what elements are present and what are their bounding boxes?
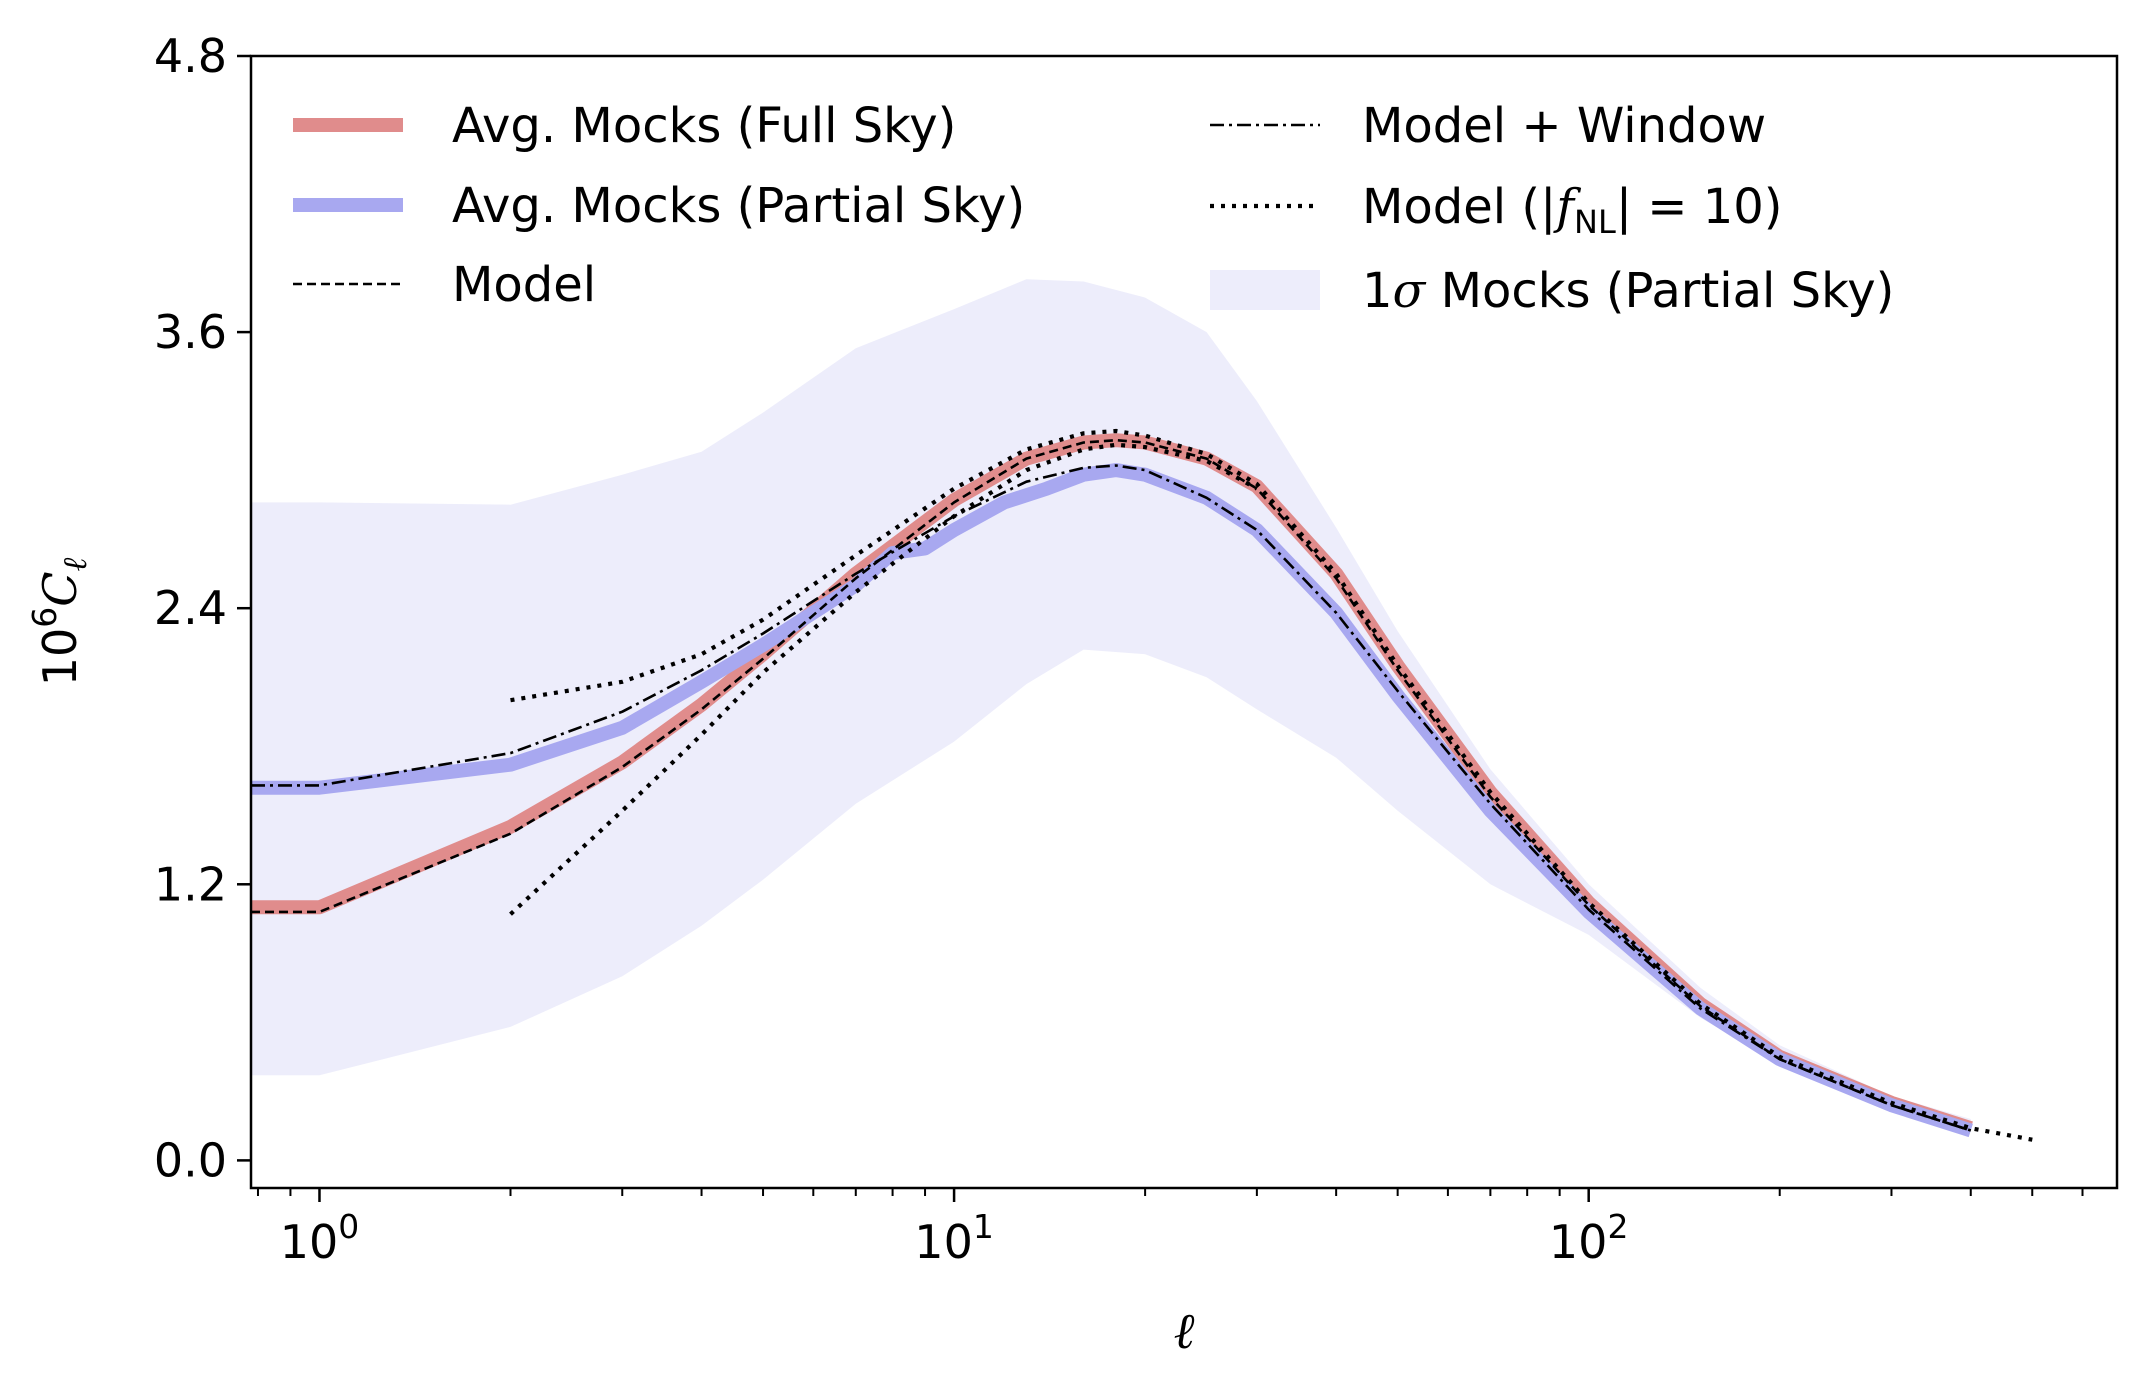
legend-label: Avg. Mocks (Full Sky) bbox=[452, 98, 956, 154]
legend-label: Model + Window bbox=[1362, 98, 1766, 154]
series-line-5 bbox=[509, 442, 1258, 916]
legend-label: Model bbox=[452, 257, 596, 313]
x-tick-label: 102 bbox=[1549, 1207, 1629, 1269]
series-line-2 bbox=[251, 438, 1972, 1132]
legend-label: Avg. Mocks (Partial Sky) bbox=[452, 178, 1025, 234]
y-axis-ticks: 0.0 1.2 2.4 3.6 4.8 bbox=[154, 29, 251, 1187]
series-line-4 bbox=[510, 428, 2033, 1142]
legend: Avg. Mocks (Full Sky) Avg. Mocks (Partial… bbox=[293, 98, 1894, 319]
y-tick-label: 0.0 bbox=[154, 1133, 227, 1187]
x-axis-label: ℓ bbox=[1174, 1302, 1195, 1360]
sigma-band-layer bbox=[251, 279, 1971, 1129]
series-line-1 bbox=[251, 463, 1973, 1138]
y-tick-label: 3.6 bbox=[154, 305, 227, 359]
x-axis-ticks: 100 101 102 bbox=[256, 1188, 2084, 1269]
sigma-band-area bbox=[251, 279, 1971, 1129]
x-tick-label: 100 bbox=[280, 1207, 360, 1269]
x-tick-label: 101 bbox=[914, 1207, 994, 1269]
y-axis-label: 106Cℓ bbox=[25, 558, 94, 687]
series-layer bbox=[251, 428, 2033, 1142]
y-tick-label: 2.4 bbox=[154, 581, 227, 635]
y-tick-label: 1.2 bbox=[154, 857, 227, 911]
y-tick-label: 4.8 bbox=[154, 29, 227, 83]
plot-frame bbox=[249, 54, 2119, 1190]
series-line-3 bbox=[251, 464, 1972, 1132]
legend-label: 1σ Mocks (Partial Sky) bbox=[1362, 263, 1894, 319]
legend-swatch bbox=[1210, 270, 1320, 310]
legend-label: Model (|fNL| = 10) bbox=[1362, 179, 1783, 241]
